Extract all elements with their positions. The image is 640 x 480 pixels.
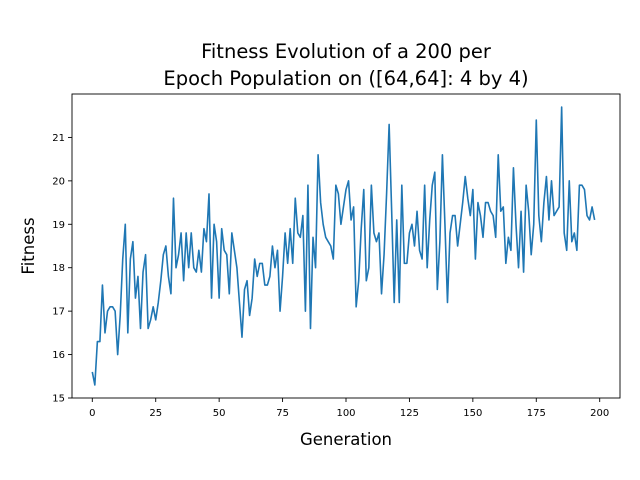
x-axis-label: Generation bbox=[300, 430, 392, 449]
x-tick-label: 0 bbox=[89, 408, 95, 419]
y-tick-label: 16 bbox=[52, 350, 65, 361]
y-tick-label: 15 bbox=[52, 394, 65, 405]
y-tick-label: 20 bbox=[52, 176, 65, 187]
chart-title-line-1: Fitness Evolution of a 200 per bbox=[201, 40, 492, 63]
x-tick-label: 50 bbox=[213, 408, 226, 419]
y-tick-label: 17 bbox=[52, 307, 65, 318]
x-tick-label: 125 bbox=[400, 408, 419, 419]
y-axis: 15 16 17 18 19 20 21 bbox=[52, 133, 72, 405]
y-axis-label: Fitness bbox=[19, 217, 38, 274]
y-tick-label: 19 bbox=[52, 220, 65, 231]
series-line bbox=[91, 106, 596, 386]
plot-area bbox=[91, 106, 596, 386]
x-tick-label: 200 bbox=[590, 408, 609, 419]
x-tick-label: 25 bbox=[149, 408, 162, 419]
plot-frame bbox=[71, 93, 621, 399]
y-tick-label: 18 bbox=[52, 263, 65, 274]
x-tick-label: 175 bbox=[527, 408, 546, 419]
chart-title-line-2: Epoch Population on ([64,64]: 4 by 4) bbox=[163, 67, 528, 90]
x-tick-label: 150 bbox=[463, 408, 482, 419]
x-tick-label: 75 bbox=[276, 408, 289, 419]
x-axis: 0 25 50 75 100 125 150 175 200 bbox=[89, 398, 609, 419]
y-tick-label: 21 bbox=[52, 133, 65, 144]
x-tick-label: 100 bbox=[336, 408, 355, 419]
